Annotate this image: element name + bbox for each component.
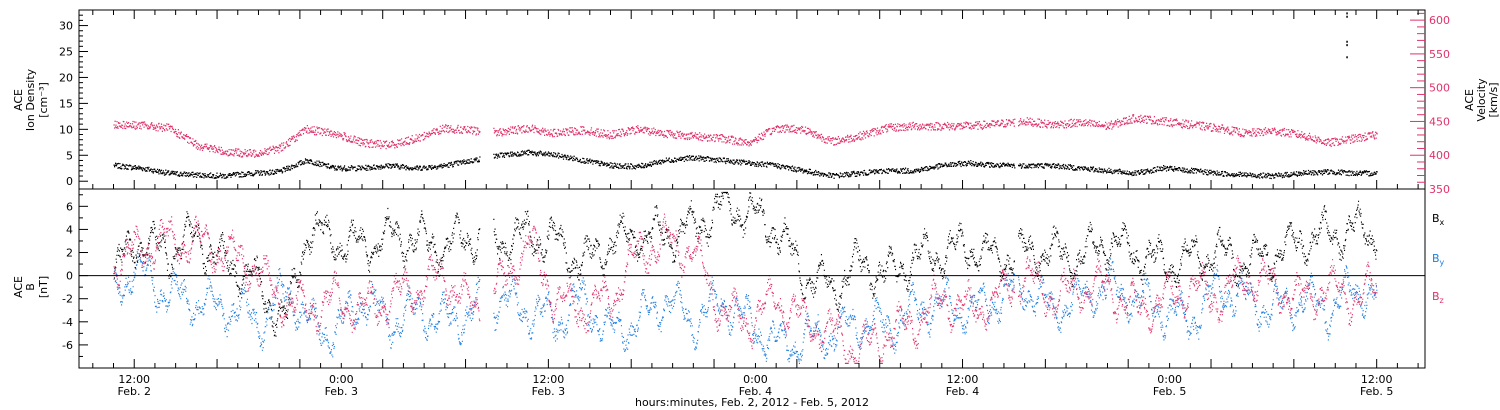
legend: Bx By Bz [1432, 212, 1445, 305]
velocity-outlier-0 [1346, 12, 1348, 15]
velocity-label-line2: Velocity [1475, 78, 1488, 122]
time-tick-label: 0:00 [329, 373, 354, 386]
ion-density-label-line2: Ion Density [24, 68, 37, 131]
velocity-outlier-1 [1346, 15, 1348, 18]
velocity-label-line1: ACE [1463, 89, 1476, 111]
x-axis-label: hours:minutes, Feb. 2, 2012 - Feb. 5, 20… [635, 396, 869, 409]
velocity-tick-label: 600 [1429, 14, 1450, 27]
b-field-tick-label: 0 [66, 270, 73, 283]
ion-density-axis: 0 5 10 15 20 25 30 [59, 14, 88, 188]
b-series-points-By [113, 251, 1378, 364]
time-tick-label: 12:00 [118, 373, 150, 386]
top-series-points-1 [113, 114, 1378, 158]
ion-density-tick-label: 5 [66, 149, 73, 162]
velocity-tick-label: 400 [1429, 149, 1450, 162]
time-tick-label: 0:00 [743, 373, 768, 386]
velocity-tick-label: 450 [1429, 115, 1450, 128]
date-tick-label: Feb. 2 [117, 385, 150, 398]
ion-density-tick-label: 15 [59, 97, 73, 110]
top-panel-data [113, 12, 1378, 180]
velocity-axis: 350 400 450 500 550 600 [1410, 12, 1450, 196]
legend-by-text: B [1432, 252, 1440, 265]
velocity-outlier-2 [1346, 40, 1348, 43]
legend-bx: Bx [1432, 212, 1445, 227]
top-series-1 [113, 114, 1378, 158]
b-series-Bz [113, 213, 1378, 364]
legend-bx-sub: x [1440, 218, 1445, 227]
b-field-tick-label: -2 [62, 293, 73, 306]
ion-density-label-line1: ACE [12, 89, 25, 111]
legend-by: By [1432, 252, 1445, 267]
b-field-tick-label: 6 [66, 200, 73, 213]
ion-density-tick-label: 30 [59, 20, 73, 33]
time-tick-label: 12:00 [947, 373, 979, 386]
velocity-tick-label: 550 [1429, 48, 1450, 61]
b-series-points-Bz [113, 213, 1378, 364]
b-series-Bx [113, 191, 1378, 337]
bottom-panel: -6 -4 -2 0 2 4 6 ACE B [nT] Bx By Bz [12, 188, 1445, 369]
top-panel: 0 5 10 15 20 25 30 350 400 450 500 550 600 ACE Ion … [12, 9, 1500, 196]
legend-by-sub: y [1440, 258, 1445, 267]
b-field-tick-label: -4 [62, 316, 73, 329]
velocity-tick-label: 350 [1429, 183, 1450, 196]
legend-bz: Bz [1432, 290, 1444, 305]
velocity-tick-label: 500 [1429, 82, 1450, 95]
b-field-tick-label: 4 [66, 223, 73, 236]
b-field-label-line3: [nT] [37, 276, 50, 298]
time-tick-label: 0:00 [1157, 373, 1182, 386]
ion-density-label-line3: [cm⁻³] [37, 82, 50, 118]
b-field-tick-label: -6 [62, 339, 73, 352]
time-tick-label: 12:00 [533, 373, 565, 386]
velocity-outlier-3 [1346, 44, 1348, 47]
b-field-axis: -6 -4 -2 0 2 4 6 [62, 194, 88, 357]
ion-density-tick-label: 10 [59, 123, 73, 136]
b-field-label-line1: ACE [12, 276, 25, 298]
ion-density-tick-label: 25 [59, 46, 73, 59]
top-series-0 [113, 149, 1378, 180]
b-series-points-Bx [113, 191, 1378, 337]
date-tick-label: Feb. 5 [1153, 385, 1186, 398]
ion-density-tick-label: 20 [59, 71, 73, 84]
legend-bz-sub: z [1440, 296, 1444, 305]
b-series-By [113, 251, 1378, 364]
date-tick-label: Feb. 3 [325, 385, 358, 398]
date-tick-label: Feb. 4 [946, 385, 979, 398]
bottom-panel-frame [78, 188, 1426, 369]
date-tick-label: Feb. 5 [1360, 385, 1393, 398]
time-tick-label: 12:00 [1361, 373, 1393, 386]
b-field-label-line2: B [24, 283, 37, 291]
velocity-label-line3: [km/s] [1487, 82, 1500, 117]
legend-bx-text: B [1432, 212, 1440, 225]
ion-density-tick-label: 0 [66, 175, 73, 188]
date-tick-label: Feb. 4 [739, 385, 772, 398]
date-tick-label: Feb. 3 [532, 385, 565, 398]
top-series-points-0 [113, 149, 1378, 180]
bottom-panel-data [113, 191, 1378, 364]
legend-bz-text: B [1432, 290, 1440, 303]
b-field-tick-label: 2 [66, 247, 73, 260]
velocity-outlier-4 [1346, 56, 1348, 59]
